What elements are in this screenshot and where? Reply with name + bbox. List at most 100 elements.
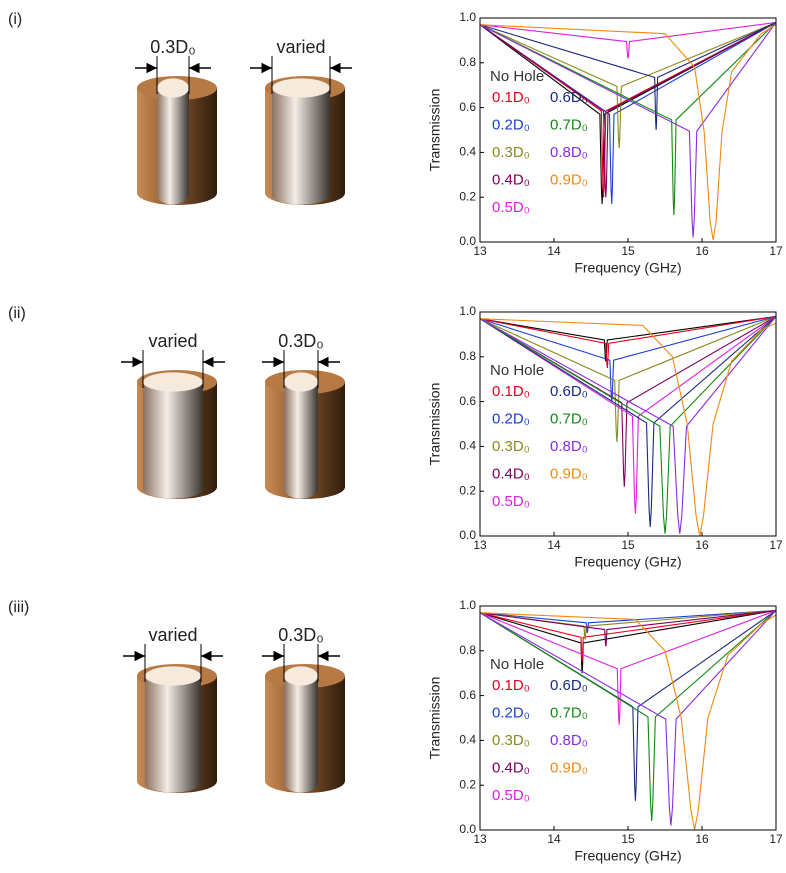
x-tick-label: 13 xyxy=(473,832,487,846)
series-line xyxy=(480,315,776,362)
panel: (iii) varied 0.3D₀ No Hole 0.1D₀ 0.2D₀ 0.3D₀ 0.… xyxy=(8,598,783,864)
legend-entry: 0.6D₀ xyxy=(550,383,588,400)
y-axis-title: Transmission xyxy=(427,677,443,760)
x-tick-label: 16 xyxy=(695,244,709,258)
core-top xyxy=(272,78,330,98)
plot-area xyxy=(480,315,776,536)
legend-entry: 0.8D₀ xyxy=(550,732,588,749)
y-axis-title: Transmission xyxy=(427,383,443,466)
cylinder-core xyxy=(145,676,201,793)
y-tick-label: 0.2 xyxy=(459,189,476,203)
dim-label: 0.3D₀ xyxy=(278,625,324,645)
series-line xyxy=(480,610,776,826)
legend-entry: 0.3D₀ xyxy=(492,144,530,161)
legend-entry: No Hole xyxy=(490,656,544,673)
x-tick-label: 15 xyxy=(621,244,635,258)
legend-entry: 0.8D₀ xyxy=(550,144,588,161)
legend-entry: 0.2D₀ xyxy=(492,410,530,427)
x-tick-label: 14 xyxy=(547,538,561,552)
panel-label: (i) xyxy=(8,11,22,28)
x-tick-label: 13 xyxy=(473,538,487,552)
series-line xyxy=(480,21,776,131)
core-top xyxy=(284,372,318,392)
x-tick-label: 14 xyxy=(547,244,561,258)
legend-entry: 0.7D₀ xyxy=(550,704,588,721)
dim-label: varied xyxy=(148,331,197,351)
series-line xyxy=(480,21,776,198)
series-line xyxy=(480,609,776,633)
legend-entry: 0.6D₀ xyxy=(550,677,588,694)
x-tick-label: 17 xyxy=(769,244,783,258)
x-tick-label: 14 xyxy=(547,832,561,846)
legend-entry: 0.1D₀ xyxy=(492,89,530,106)
series-line xyxy=(480,316,776,487)
legend-entry: 0.9D₀ xyxy=(550,465,588,482)
legend-entry: 0.9D₀ xyxy=(550,759,588,776)
series-line xyxy=(480,609,776,640)
series-line xyxy=(480,609,776,663)
series-line xyxy=(480,24,776,240)
legend-entry: 0.3D₀ xyxy=(492,732,530,749)
series-line xyxy=(480,21,776,204)
y-axis-title: Transmission xyxy=(427,89,443,172)
y-tick-label: 0.0 xyxy=(459,528,476,542)
series-line xyxy=(480,316,776,534)
y-tick-label: 0.6 xyxy=(459,100,476,114)
y-tick-label: 0.8 xyxy=(459,55,476,69)
cylinder-core xyxy=(272,88,330,205)
core-top xyxy=(143,372,203,392)
series-line xyxy=(480,610,776,822)
dim-label: varied xyxy=(276,37,325,57)
x-tick-label: 17 xyxy=(769,538,783,552)
x-axis-title: Frequency (GHz) xyxy=(574,848,681,864)
y-tick-label: 0.2 xyxy=(459,483,476,497)
series-line xyxy=(480,609,776,647)
y-tick-label: 0.2 xyxy=(459,777,476,791)
legend-entry: 0.4D₀ xyxy=(492,171,530,188)
x-tick-label: 15 xyxy=(621,538,635,552)
legend-entry: 0.4D₀ xyxy=(492,465,530,482)
series-line xyxy=(480,21,776,198)
series-line xyxy=(480,22,776,216)
legend-entry: 0.5D₀ xyxy=(492,787,530,804)
y-tick-label: 1.0 xyxy=(459,10,476,24)
legend-entry: 0.4D₀ xyxy=(492,759,530,776)
y-tick-label: 1.0 xyxy=(459,598,476,612)
panel: (i) 0.3D₀ varied No Hole 0.1D₀ 0.2D₀ 0.3D₀ 0.4D… xyxy=(8,10,783,276)
plot-area xyxy=(480,21,776,240)
dim-label: 0.3D₀ xyxy=(278,331,324,351)
series-line xyxy=(480,609,776,725)
core-top xyxy=(157,78,189,98)
panel-label: (iii) xyxy=(8,599,29,616)
series-line xyxy=(480,22,776,204)
dim-label: 0.3D₀ xyxy=(150,37,196,57)
legend-entry: 0.8D₀ xyxy=(550,438,588,455)
core-top xyxy=(145,666,201,686)
x-tick-label: 13 xyxy=(473,244,487,258)
legend-entry: No Hole xyxy=(490,362,544,379)
x-tick-label: 15 xyxy=(621,832,635,846)
legend-entry: 0.2D₀ xyxy=(492,116,530,133)
x-tick-label: 17 xyxy=(769,832,783,846)
series-line xyxy=(480,21,776,59)
cylinder-core xyxy=(157,88,189,205)
cylinder-core xyxy=(284,676,318,793)
series-line xyxy=(480,318,776,536)
series-line xyxy=(480,315,776,442)
y-tick-label: 0.6 xyxy=(459,394,476,408)
series-line xyxy=(480,316,776,534)
series-line xyxy=(480,21,776,148)
cylinder-core xyxy=(284,382,318,499)
legend-entry: 0.7D₀ xyxy=(550,116,588,133)
series-line xyxy=(480,22,776,238)
legend-entry: 0.3D₀ xyxy=(492,438,530,455)
x-tick-label: 16 xyxy=(695,538,709,552)
legend-entry: 0.7D₀ xyxy=(550,410,588,427)
legend-entry: 0.6D₀ xyxy=(550,89,588,106)
series-line xyxy=(480,610,776,801)
legend-entry: 0.1D₀ xyxy=(492,383,530,400)
y-tick-label: 0.8 xyxy=(459,643,476,657)
y-tick-label: 1.0 xyxy=(459,304,476,318)
y-tick-label: 0.0 xyxy=(459,234,476,248)
